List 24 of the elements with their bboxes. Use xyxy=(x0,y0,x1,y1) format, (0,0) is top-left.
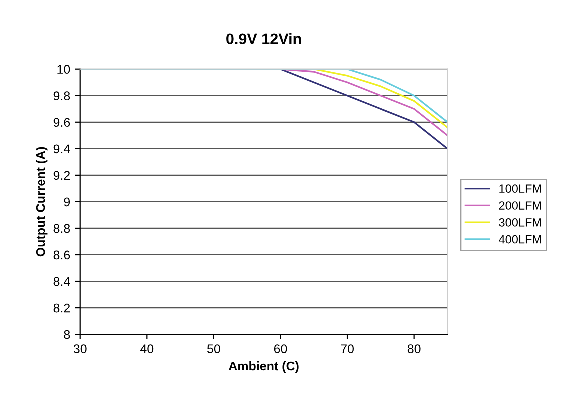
x-axis-title: Ambient (C) xyxy=(228,361,299,374)
x-tick-label: 70 xyxy=(341,344,354,354)
y-tick-label: 9.2 xyxy=(54,171,70,180)
x-tick-label: 30 xyxy=(74,344,87,354)
y-tick-label: 9.6 xyxy=(54,118,70,128)
x-tick-label: 60 xyxy=(274,344,288,354)
y-tick-label: 9.4 xyxy=(54,144,70,154)
y-tick-label: 9.8 xyxy=(54,92,70,101)
legend-label: 200LFM xyxy=(499,202,542,210)
legend-label: 300LFM xyxy=(499,218,542,227)
y-tick-label: 8.4 xyxy=(54,277,70,286)
x-tick-label: 80 xyxy=(408,344,421,354)
y-tick-label: 10 xyxy=(58,65,70,74)
chart-title: 0.9V 12Vin xyxy=(226,33,302,45)
y-tick-label: 8.6 xyxy=(54,250,70,260)
x-tick-label: 40 xyxy=(140,344,154,354)
y-axis-title: Output Current (A) xyxy=(36,147,48,257)
y-tick-label: 8 xyxy=(64,330,70,340)
y-tick-label: 8.8 xyxy=(54,224,70,234)
x-tick-label: 50 xyxy=(207,344,220,354)
y-tick-label: 9 xyxy=(64,198,70,207)
y-tick-label: 8.2 xyxy=(54,304,70,313)
legend-label: 100LFM xyxy=(500,184,542,194)
legend-label: 400LFM xyxy=(499,235,542,244)
